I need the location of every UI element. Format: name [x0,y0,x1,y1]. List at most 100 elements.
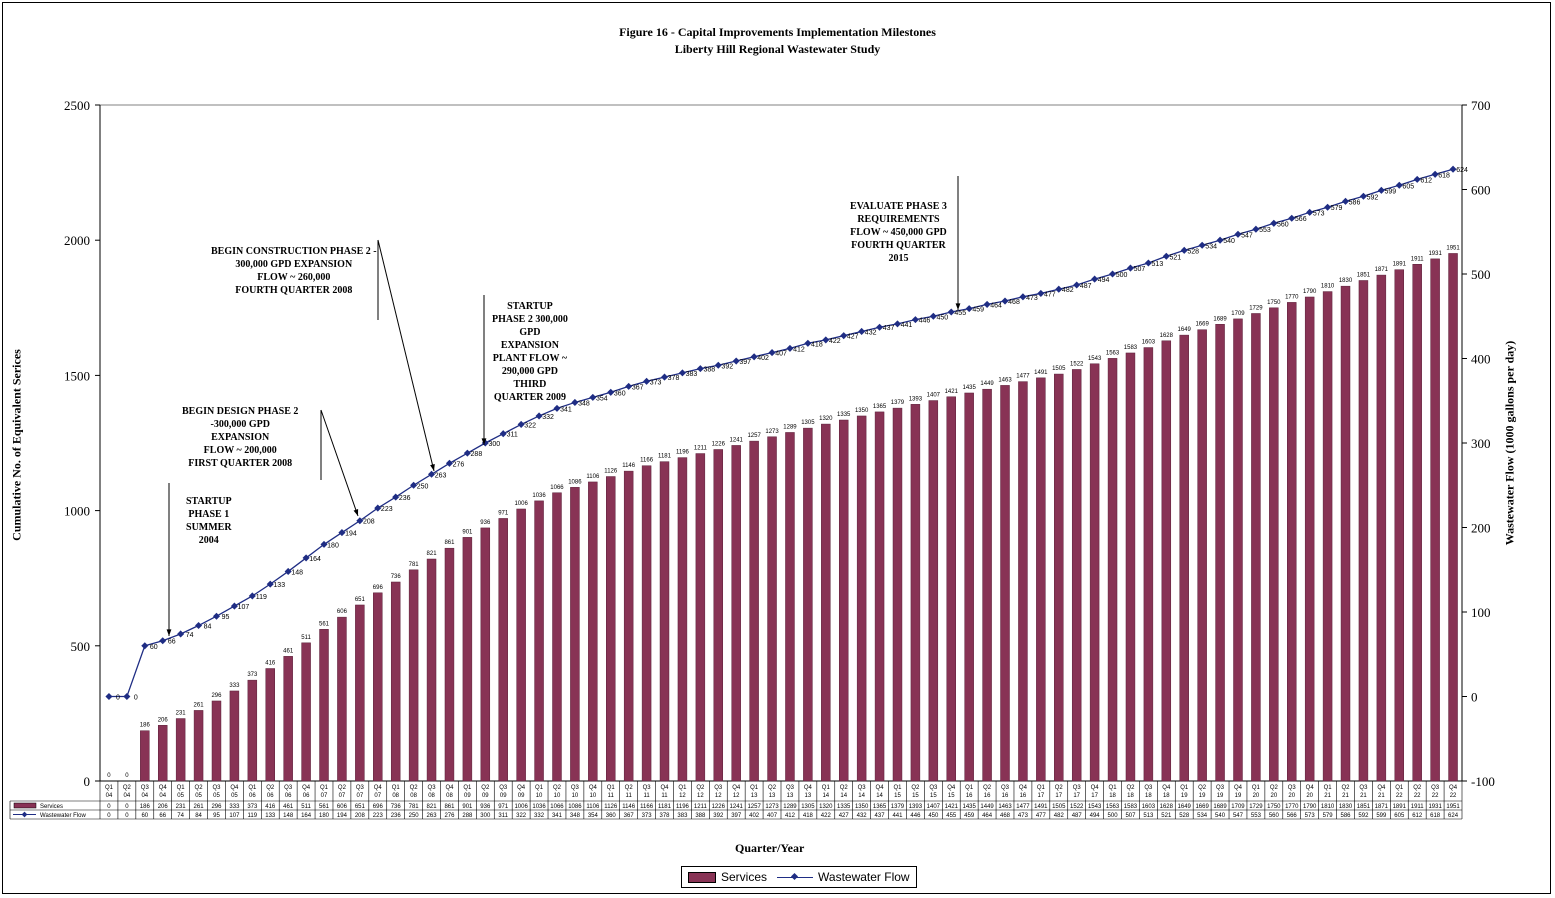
x-tick-label-quarter: Q4 [374,785,383,791]
table-cell-wastewater-flow: 392 [713,813,724,819]
point-wastewater-flow [177,630,185,638]
x-tick-label-year: 16 [1002,793,1009,799]
x-tick-label-quarter: Q2 [338,785,347,791]
x-tick-label-year: 17 [1073,793,1080,799]
bar-services [1412,264,1422,782]
table-cell-services: 781 [409,804,420,810]
x-tick-label-year: 13 [751,793,758,799]
x-tick-label-quarter: Q4 [230,785,239,791]
point-label-wastewater-flow: 534 [1205,243,1217,250]
table-cell-wastewater-flow: 133 [265,813,276,819]
x-tick-label-quarter: Q1 [1037,785,1046,791]
x-tick-label-year: 22 [1432,793,1439,799]
bar-label-services: 1006 [514,501,528,507]
bar-label-services: 1810 [1321,284,1335,290]
table-cell-wastewater-flow: 618 [1430,813,1441,819]
x-tick-label-year: 21 [1360,793,1367,799]
x-tick-label-quarter: Q2 [266,785,275,791]
bar-services [928,400,939,782]
table-cell-wastewater-flow: 624 [1448,813,1459,819]
point-wastewater-flow [589,393,597,401]
table-cell-wastewater-flow: 441 [892,813,903,819]
x-tick-label-quarter: Q1 [177,785,186,791]
x-tick-label-quarter: Q3 [1073,785,1082,791]
bar-services [964,392,974,782]
legend-swatch-wastewater-flow [777,873,814,882]
x-tick-label-quarter: Q2 [911,785,920,791]
table-cell-wastewater-flow: 592 [1358,813,1369,819]
table-cell-services: 1166 [640,804,654,810]
point-label-wastewater-flow: 348 [578,400,590,407]
x-tick-label-year: 19 [1199,793,1206,799]
bar-services [1215,324,1225,782]
x-tick-label-year: 12 [679,793,686,799]
bar-services [570,487,580,782]
x-tick-label-quarter: Q4 [804,785,813,791]
point-wastewater-flow [893,320,902,328]
chart-legend: Services Wastewater Flow [681,866,917,888]
table-cell-wastewater-flow: 513 [1143,813,1154,819]
x-tick-label-year: 08 [392,793,399,799]
bar-services [1304,296,1315,782]
bar-services [140,730,150,782]
legend-item-wastewater-flow: Wastewater Flow [777,870,910,884]
x-tick-label-quarter: Q4 [159,785,168,791]
x-tick-label-year: 14 [858,793,865,799]
bar-services [1376,274,1387,782]
table-cell-wastewater-flow: 194 [337,813,348,819]
point-label-wastewater-flow: 599 [1385,188,1397,195]
chart-subtitle: Liberty Hill Regional Wastewater Study [674,42,881,56]
table-cell-wastewater-flow: 534 [1197,813,1208,819]
x-tick-label-year: 11 [643,793,650,799]
x-tick-label-quarter: Q4 [1019,785,1028,791]
point-label-wastewater-flow: 0 [116,695,120,702]
bar-label-services: 606 [337,609,348,615]
bar-services [821,423,831,782]
x-tick-label-year: 04 [106,793,113,799]
point-label-wastewater-flow: 84 [204,624,212,631]
annotation-evaluate-phase-3: EVALUATE PHASE 3 REQUIREMENTS FLOW ~ 450… [850,201,947,264]
x-tick-label-quarter: Q3 [858,785,867,791]
x-tick-label-quarter: Q2 [410,785,419,791]
table-cell-wastewater-flow: 223 [373,813,384,819]
x-tick-label-quarter: Q3 [929,785,938,791]
point-label-wastewater-flow: 422 [829,338,841,345]
x-tick-label-quarter: Q4 [517,785,526,791]
table-cell-services: 333 [229,804,240,810]
table-cell-services: 1505 [1052,804,1066,810]
bar-label-services: 861 [444,540,455,546]
point-wastewater-flow [929,312,937,320]
table-cell-wastewater-flow: 107 [229,813,240,819]
point-label-wastewater-flow: 437 [883,325,895,332]
point-wastewater-flow [159,637,167,645]
bar-services [946,396,956,782]
table-cell-services: 861 [444,804,455,810]
bar-label-services: 1257 [747,433,761,439]
table-cell-services: 1365 [873,804,887,810]
table-cell-services: 1649 [1178,804,1192,810]
table-cell-wastewater-flow: 459 [964,813,975,819]
x-tick-label-year: 15 [948,793,955,799]
x-tick-label-year: 13 [805,793,812,799]
table-cell-wastewater-flow: 494 [1090,813,1101,819]
x-tick-label-quarter: Q1 [893,785,902,791]
point-label-wastewater-flow: 341 [560,406,572,413]
x-tick-label-year: 04 [124,793,131,799]
table-cell-wastewater-flow: 586 [1341,813,1352,819]
table-cell-services: 1146 [622,804,636,810]
point-label-wastewater-flow: 180 [327,542,339,549]
bar-label-services: 416 [265,661,276,667]
x-tick-label-quarter: Q3 [499,785,508,791]
table-cell-wastewater-flow: 373 [642,813,653,819]
x-tick-label-quarter: Q1 [248,785,257,791]
x-tick-label-year: 15 [912,793,919,799]
bar-label-services: 971 [498,510,509,516]
table-cell-services: 296 [211,804,222,810]
point-wastewater-flow [607,388,615,396]
point-label-wastewater-flow: 441 [901,322,913,329]
x-tick-label-year: 20 [1288,793,1295,799]
point-label-wastewater-flow: 236 [399,495,411,502]
x-tick-label-quarter: Q3 [643,785,652,791]
table-cell-wastewater-flow: 397 [731,813,742,819]
annotation-startup-phase-2: STARTUP PHASE 2 300,000 GPD EXPANSION PL… [492,301,568,403]
